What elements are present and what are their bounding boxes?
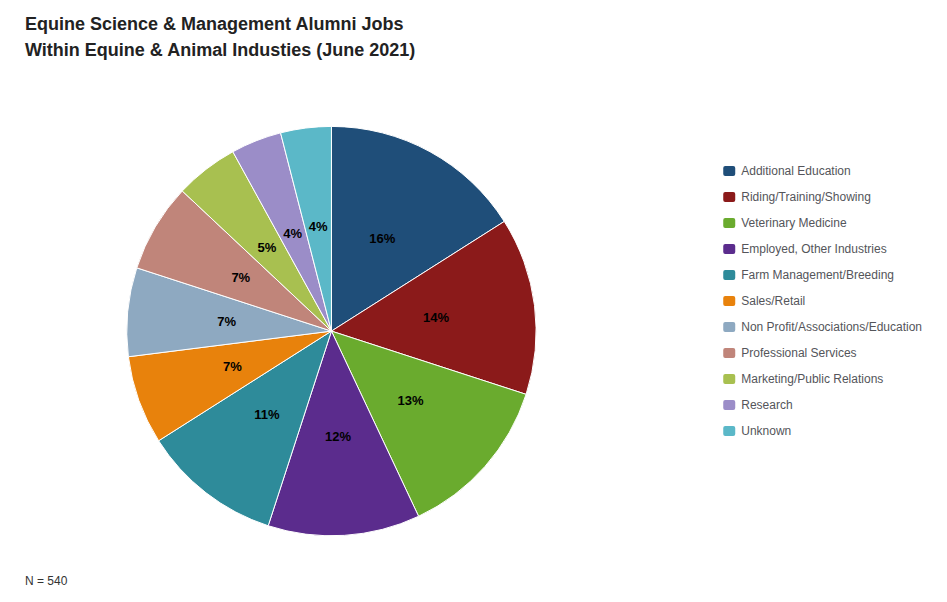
svg-text:5%: 5% xyxy=(257,240,276,255)
svg-text:Marketing/Public Relations: Marketing/Public Relations xyxy=(741,372,883,386)
svg-text:11%: 11% xyxy=(254,407,280,422)
svg-text:Research: Research xyxy=(741,398,792,412)
svg-text:Within Equine & Animal Industi: Within Equine & Animal Industies (June 2… xyxy=(25,40,415,60)
svg-text:Sales/Retail: Sales/Retail xyxy=(741,294,805,308)
svg-text:13%: 13% xyxy=(397,393,423,408)
svg-text:Unknown: Unknown xyxy=(741,424,791,438)
svg-text:Additional Education: Additional Education xyxy=(741,164,850,178)
svg-text:12%: 12% xyxy=(325,429,351,444)
svg-text:Equine Science & Management Al: Equine Science & Management Alumni Jobs xyxy=(25,14,403,34)
svg-text:Employed, Other Industries: Employed, Other Industries xyxy=(741,242,886,256)
svg-text:4%: 4% xyxy=(283,226,302,241)
svg-text:Riding/Training/Showing: Riding/Training/Showing xyxy=(741,190,871,204)
svg-text:Non Profit/Associations/Educat: Non Profit/Associations/Education xyxy=(741,320,922,334)
svg-text:7%: 7% xyxy=(223,359,242,374)
svg-text:Professional Services: Professional Services xyxy=(741,346,856,360)
svg-text:Veterinary Medicine: Veterinary Medicine xyxy=(741,216,847,230)
svg-text:N = 540: N = 540 xyxy=(25,574,68,588)
svg-text:4%: 4% xyxy=(309,219,328,234)
svg-text:Farm Management/Breeding: Farm Management/Breeding xyxy=(741,268,894,282)
svg-text:14%: 14% xyxy=(423,310,449,325)
svg-text:7%: 7% xyxy=(231,270,250,285)
svg-text:16%: 16% xyxy=(369,231,395,246)
svg-text:7%: 7% xyxy=(217,314,236,329)
